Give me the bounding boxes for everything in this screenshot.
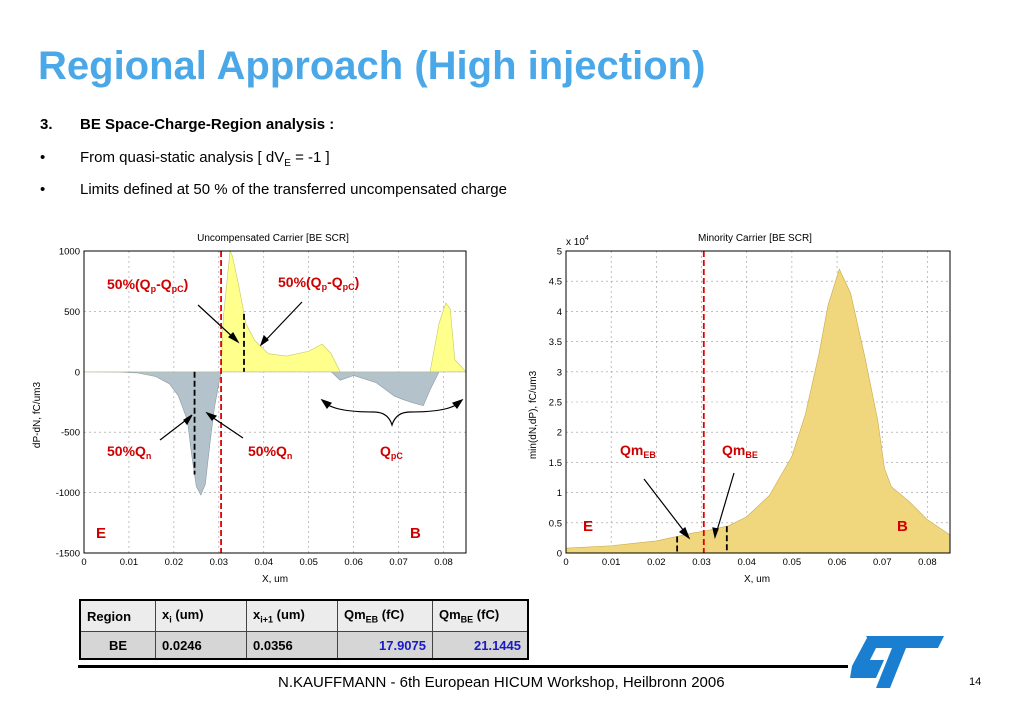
emitter-label: E — [96, 525, 106, 542]
y-tick-label: 4.5 — [549, 277, 562, 288]
cell-xi1: 0.0356 — [246, 631, 338, 660]
bullet-marker: 3. — [40, 116, 53, 133]
annotation-qm-be: QmBE — [722, 442, 758, 460]
y-tick-label: -1000 — [56, 488, 80, 499]
x-tick-label: 0.08 — [434, 557, 453, 568]
bullet-text: From quasi-static analysis [ dVE = -1 ] — [80, 149, 330, 169]
minority-carrier-chart: Minority Carrier [BE SCR] x 104 X, um mi… — [528, 233, 951, 585]
page-title: Regional Approach (High injection) — [38, 44, 706, 88]
header-region: Region — [79, 599, 156, 632]
x-tick-label: 0.03 — [692, 557, 711, 568]
y-tick-label: 1000 — [59, 247, 80, 258]
x-tick-label: 0.08 — [918, 557, 937, 568]
bullet-marker: • — [40, 181, 46, 198]
base-label: B — [897, 518, 908, 535]
y-tick-label: 0 — [75, 367, 80, 378]
x-tick-label: 0 — [81, 557, 86, 568]
y-tick-label: -500 — [61, 428, 80, 439]
page-number: 14 — [969, 676, 982, 688]
x-tick-label: 0.04 — [255, 557, 274, 568]
annotation-qp-right: 50%(Qp-QpC) — [278, 274, 359, 292]
y-tick-label: -1500 — [56, 549, 80, 560]
bullet-text-pre: From quasi-static analysis [ dV — [80, 149, 285, 166]
y-tick-label: 2.5 — [549, 398, 562, 409]
y-tick-label: 500 — [64, 307, 80, 318]
bullet-text: Limits defined at 50 % of the transferre… — [80, 181, 507, 198]
chart-title: Uncompensated Carrier [BE SCR] — [197, 233, 349, 244]
header-qm-eb: QmEB (fC) — [337, 599, 433, 632]
cell-xi: 0.0246 — [155, 631, 247, 660]
plot-frame — [83, 250, 467, 554]
x-tick-label: 0.07 — [873, 557, 892, 568]
plot-frame — [565, 250, 951, 554]
x-tick-label: 0.03 — [210, 557, 229, 568]
table-row: BE 0.0246 0.0356 17.9075 21.1445 — [79, 631, 529, 660]
base-label: B — [410, 525, 421, 542]
footer-divider — [78, 665, 848, 668]
bullet-text-post: = -1 ] — [290, 149, 330, 166]
annotation-qp-left: 50%(Qp-QpC) — [107, 276, 188, 294]
header-qm-be: QmBE (fC) — [432, 599, 529, 632]
chart-title: Minority Carrier [BE SCR] — [698, 233, 812, 244]
positive-charge-area — [84, 249, 467, 373]
y-tick-label: 3.5 — [549, 337, 562, 348]
y-tick-label: 3 — [557, 367, 562, 378]
scale-note: x 104 — [566, 235, 589, 248]
y-tick-label: 0 — [557, 549, 562, 560]
y-tick-label: 1 — [557, 488, 562, 499]
annotation-qn-left: 50%Qn — [107, 443, 151, 461]
y-tick-label: 5 — [557, 247, 562, 258]
bullet-text: BE Space-Charge-Region analysis : — [80, 116, 335, 133]
y-tick-label: 0.5 — [549, 518, 562, 529]
annotation-arrows — [159, 301, 464, 441]
table-header-row: Region xi (um) xi+1 (um) QmEB (fC) QmBE … — [79, 599, 529, 632]
x-tick-label: 0.05 — [299, 557, 318, 568]
cell-qm-eb: 17.9075 — [337, 631, 433, 660]
x-tick-label: 0 — [563, 557, 568, 568]
emitter-label: E — [583, 518, 593, 535]
x-tick-label: 0.01 — [602, 557, 621, 568]
bullet-text-sub: E — [284, 158, 291, 169]
bullet-marker: • — [40, 149, 46, 166]
x-tick-label: 0.06 — [344, 557, 363, 568]
x-tick-label: 0.02 — [647, 557, 666, 568]
annotation-arrows — [643, 472, 735, 540]
x-tick-label: 0.02 — [165, 557, 184, 568]
y-tick-label: 2 — [557, 428, 562, 439]
annotation-qm-eb: QmEB — [620, 442, 656, 460]
y-tick-label: 1.5 — [549, 458, 562, 469]
x-axis-label: X, um — [744, 574, 770, 585]
st-logo-icon — [850, 636, 944, 688]
negative-charge-area — [83, 371, 466, 496]
results-table: Region xi (um) xi+1 (um) QmEB (fC) QmBE … — [79, 599, 529, 660]
y-tick-label: 4 — [557, 307, 562, 318]
y-axis-label: dP-dN, fC/um3 — [32, 381, 43, 448]
header-xi1: xi+1 (um) — [246, 599, 338, 632]
x-tick-label: 0.04 — [737, 557, 756, 568]
uncompensated-carrier-chart: Uncompensated Carrier [BE SCR] X, um dP-… — [32, 233, 467, 585]
x-tick-label: 0.01 — [120, 557, 139, 568]
annotation-qn-right: 50%Qn — [248, 443, 292, 461]
minority-carrier-area — [565, 268, 951, 554]
annotation-qpc: QpC — [380, 443, 403, 461]
x-tick-label: 0.05 — [783, 557, 802, 568]
cell-region: BE — [79, 631, 156, 660]
y-axis-label: min(dN,dP), fC/um3 — [528, 370, 539, 459]
x-tick-label: 0.07 — [389, 557, 408, 568]
cell-qm-be: 21.1445 — [432, 631, 529, 660]
header-xi: xi (um) — [155, 599, 247, 632]
x-axis-label: X, um — [262, 574, 288, 585]
x-tick-label: 0.06 — [828, 557, 847, 568]
footer-text: N.KAUFFMANN - 6th European HICUM Worksho… — [278, 674, 725, 691]
